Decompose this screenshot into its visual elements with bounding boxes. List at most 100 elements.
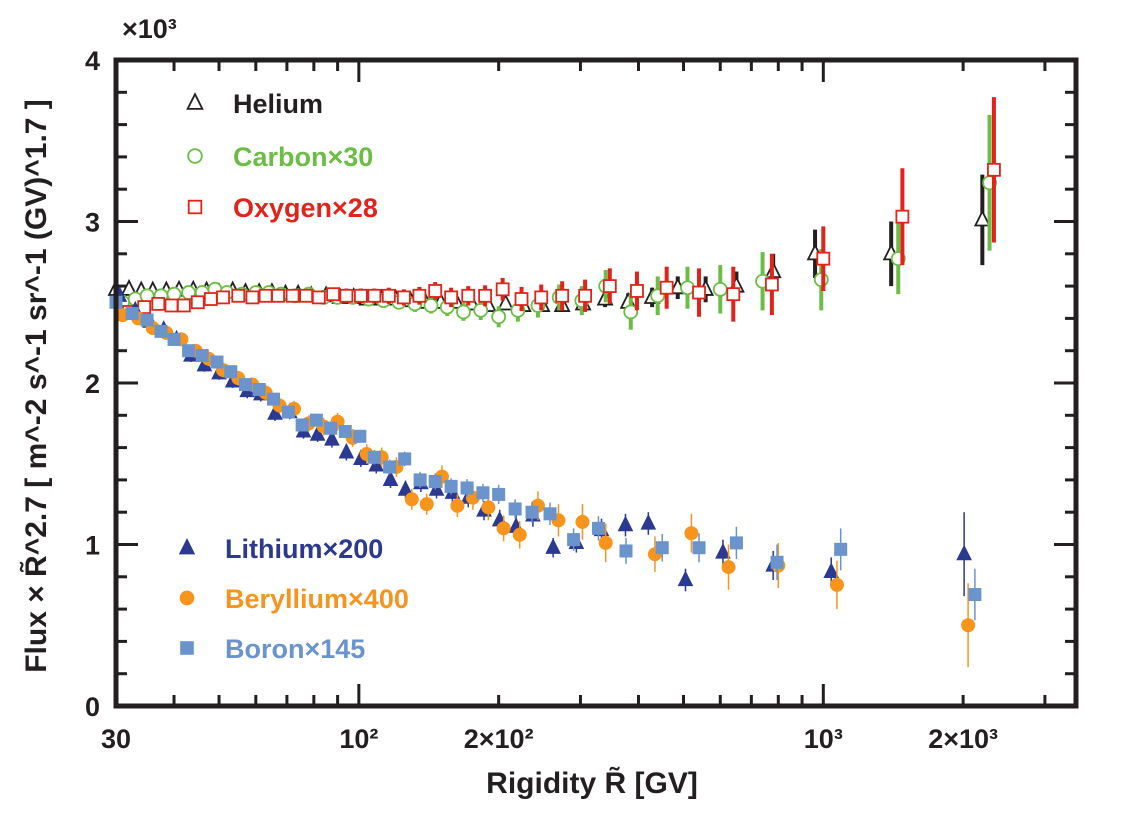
data-point xyxy=(456,304,471,320)
data-point xyxy=(428,284,443,298)
data-point xyxy=(461,288,476,303)
data-point xyxy=(543,507,557,521)
x-tick-label: 2×10² xyxy=(464,724,534,754)
data-point xyxy=(450,498,465,513)
data-point xyxy=(423,298,439,313)
data-point xyxy=(715,543,731,559)
x-tick-label: 2×10³ xyxy=(928,724,998,754)
data-point xyxy=(252,382,266,396)
data-point xyxy=(326,287,340,302)
data-point xyxy=(956,544,972,561)
data-point xyxy=(404,492,419,507)
data-point xyxy=(816,251,831,266)
legend-marker xyxy=(179,590,195,606)
data-layer xyxy=(107,97,1001,668)
data-point xyxy=(224,365,238,379)
data-point xyxy=(655,541,669,555)
data-point xyxy=(182,344,196,358)
legend-label: Boron×145 xyxy=(225,634,365,664)
data-point xyxy=(216,290,230,305)
data-point xyxy=(120,278,138,296)
data-point xyxy=(444,479,458,493)
y-tick-label: 4 xyxy=(85,46,100,76)
y-axis-title: Flux × R̃^2.7 [ m^-2 s^-1 sr^-1 (GV)^1.7… xyxy=(19,99,53,673)
legend-label: Carbon×30 xyxy=(233,142,373,172)
data-point xyxy=(151,296,166,311)
legend-item: Carbon×30 xyxy=(187,142,373,172)
data-point xyxy=(729,536,743,550)
data-point xyxy=(444,290,459,305)
text-layer: ×10³ Rigidity R̃ [GV] Flux × R̃^2.7 [ m^… xyxy=(19,14,698,800)
data-point xyxy=(140,313,154,327)
data-point xyxy=(295,418,309,432)
data-point xyxy=(491,309,507,325)
y-tick-label: 2 xyxy=(85,369,100,399)
legend-item: Oxygen×28 xyxy=(187,193,378,223)
data-point xyxy=(338,442,355,459)
data-point xyxy=(677,570,694,587)
data-point xyxy=(545,538,561,554)
data-point xyxy=(496,521,511,536)
legend-label: Beryllium×400 xyxy=(225,584,409,614)
data-point xyxy=(617,515,634,532)
data-point xyxy=(619,544,633,558)
data-point xyxy=(823,562,840,579)
data-point xyxy=(692,541,706,555)
data-point xyxy=(968,588,982,602)
data-point xyxy=(412,288,427,303)
data-point xyxy=(680,280,695,296)
data-point xyxy=(367,450,381,464)
data-point xyxy=(478,288,493,303)
data-point xyxy=(397,480,414,496)
data-point xyxy=(481,500,496,515)
data-point xyxy=(630,284,644,298)
data-point xyxy=(987,162,1001,177)
data-point xyxy=(514,292,529,306)
data-point xyxy=(726,287,741,302)
legend-label: Lithium×200 xyxy=(225,534,383,564)
data-point xyxy=(692,285,706,300)
data-point xyxy=(973,209,991,227)
y-multiplier-label: ×10³ xyxy=(122,14,177,44)
plot-frame xyxy=(113,57,1079,709)
x-tick-label: 10³ xyxy=(804,724,843,754)
data-point xyxy=(238,378,252,392)
data-point xyxy=(659,280,674,295)
data-point xyxy=(712,281,728,297)
data-point xyxy=(245,290,260,305)
legend-item: Helium xyxy=(186,89,323,119)
data-point xyxy=(895,209,910,224)
data-point xyxy=(176,298,191,313)
data-point xyxy=(311,290,326,305)
data-point xyxy=(497,293,515,311)
legend-marker xyxy=(186,92,204,110)
data-point xyxy=(195,349,209,363)
data-point xyxy=(164,298,179,313)
data-point xyxy=(428,475,442,489)
data-point xyxy=(813,272,829,288)
data-point xyxy=(339,288,354,303)
series-boron xyxy=(109,295,982,621)
data-point xyxy=(602,279,617,294)
data-point xyxy=(324,430,340,446)
legend-marker xyxy=(187,199,203,215)
y-tick-label: 3 xyxy=(85,208,100,238)
data-point xyxy=(353,429,367,443)
data-point xyxy=(764,277,779,292)
legend-marker xyxy=(178,538,196,555)
data-point xyxy=(203,292,218,306)
data-point xyxy=(154,324,168,338)
data-point xyxy=(476,486,490,500)
data-point xyxy=(267,392,281,406)
data-point xyxy=(210,355,224,369)
data-point xyxy=(961,618,976,633)
data-point xyxy=(428,480,445,496)
data-point xyxy=(534,290,549,305)
legend-layer: Helium Carbon×30 Oxygen×28 Lithium×200 Beryl… xyxy=(178,89,409,664)
data-point xyxy=(258,288,273,303)
data-point xyxy=(367,288,382,303)
data-point xyxy=(770,555,784,569)
data-point xyxy=(508,502,522,516)
data-point xyxy=(473,302,489,318)
